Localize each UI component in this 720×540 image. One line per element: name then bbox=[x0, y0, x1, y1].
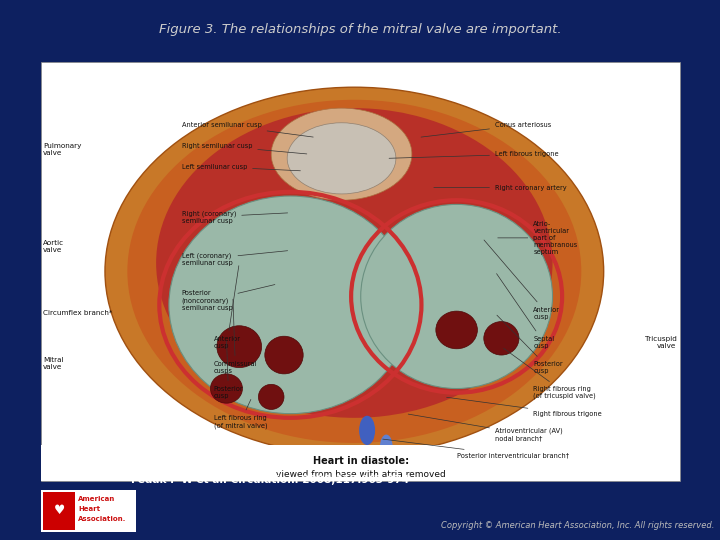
Text: Atrioventricular (AV)
nodal branch†: Atrioventricular (AV) nodal branch† bbox=[408, 414, 563, 441]
Ellipse shape bbox=[127, 100, 581, 443]
Text: Conus arteriosus: Conus arteriosus bbox=[421, 122, 552, 137]
Text: Posterior
cusp: Posterior cusp bbox=[214, 341, 243, 399]
Text: Anterior
cusp: Anterior cusp bbox=[484, 240, 560, 320]
Text: Tricuspid
valve: Tricuspid valve bbox=[644, 336, 676, 349]
Ellipse shape bbox=[484, 322, 519, 355]
Text: Aortic
valve: Aortic valve bbox=[43, 240, 64, 253]
Text: Atrio-
ventricular
part of
membranous
septum: Atrio- ventricular part of membranous se… bbox=[498, 221, 577, 255]
Bar bbox=[41, 490, 136, 532]
Text: Right fibrous trigone: Right fibrous trigone bbox=[446, 397, 602, 417]
Text: Left fibrous trigone: Left fibrous trigone bbox=[389, 151, 559, 158]
Text: Posterior
cusp: Posterior cusp bbox=[497, 315, 563, 374]
Bar bbox=[43, 492, 75, 530]
Text: Anterior
cusp: Anterior cusp bbox=[214, 266, 240, 349]
Ellipse shape bbox=[217, 326, 261, 368]
Text: Circumflex branch*: Circumflex branch* bbox=[43, 310, 112, 316]
Text: Commissural
cusps: Commissural cusps bbox=[214, 299, 257, 374]
Ellipse shape bbox=[105, 87, 603, 456]
Text: Left fibrous ring
(of mitral valve): Left fibrous ring (of mitral valve) bbox=[214, 400, 267, 429]
Ellipse shape bbox=[361, 205, 552, 389]
Text: Left semilunar cusp: Left semilunar cusp bbox=[181, 164, 300, 171]
Text: Fedak P W et al. Circulation. 2008;117:963-974: Fedak P W et al. Circulation. 2008;117:9… bbox=[130, 475, 409, 485]
Ellipse shape bbox=[287, 123, 396, 194]
Text: Heart: Heart bbox=[78, 506, 100, 512]
Text: Heart in diastole:: Heart in diastole: bbox=[312, 456, 409, 466]
Text: Right (coronary)
semilunar cusp: Right (coronary) semilunar cusp bbox=[181, 210, 287, 224]
Text: Association.: Association. bbox=[78, 516, 127, 522]
Bar bbox=[41, 445, 680, 481]
Text: Mitral
valve: Mitral valve bbox=[43, 357, 63, 370]
Ellipse shape bbox=[359, 416, 375, 445]
Text: viewed from base with atria removed: viewed from base with atria removed bbox=[276, 470, 446, 478]
Text: American: American bbox=[78, 496, 115, 502]
Text: Figure 3. The relationships of the mitral valve are important.: Figure 3. The relationships of the mitra… bbox=[158, 24, 562, 37]
Ellipse shape bbox=[156, 108, 552, 418]
Text: Copyright © American Heart Association, Inc. All rights reserved.: Copyright © American Heart Association, … bbox=[441, 521, 714, 530]
Text: Posterior
(noncoronary)
semilunar cusp: Posterior (noncoronary) semilunar cusp bbox=[181, 285, 275, 311]
Text: Septal
cusp: Septal cusp bbox=[497, 274, 554, 349]
Text: Pulmonary
valve: Pulmonary valve bbox=[43, 144, 81, 157]
Text: Right semilunar cusp: Right semilunar cusp bbox=[181, 143, 307, 154]
Text: Right coronary artery: Right coronary artery bbox=[434, 185, 567, 191]
Ellipse shape bbox=[169, 196, 412, 414]
Ellipse shape bbox=[436, 311, 477, 349]
Text: Left (coronary)
semilunar cusp: Left (coronary) semilunar cusp bbox=[181, 251, 287, 266]
Text: Anterior semilunar cusp: Anterior semilunar cusp bbox=[181, 122, 313, 137]
Ellipse shape bbox=[265, 336, 303, 374]
Ellipse shape bbox=[210, 374, 243, 403]
Bar bbox=[41, 62, 680, 481]
Ellipse shape bbox=[380, 435, 392, 460]
Text: Right fibrous ring
(of tricuspid valve): Right fibrous ring (of tricuspid valve) bbox=[503, 348, 596, 400]
Text: Posterior interventricular branch†: Posterior interventricular branch† bbox=[382, 439, 569, 458]
Ellipse shape bbox=[271, 108, 412, 200]
Ellipse shape bbox=[258, 384, 284, 409]
Text: ♥: ♥ bbox=[53, 504, 65, 517]
